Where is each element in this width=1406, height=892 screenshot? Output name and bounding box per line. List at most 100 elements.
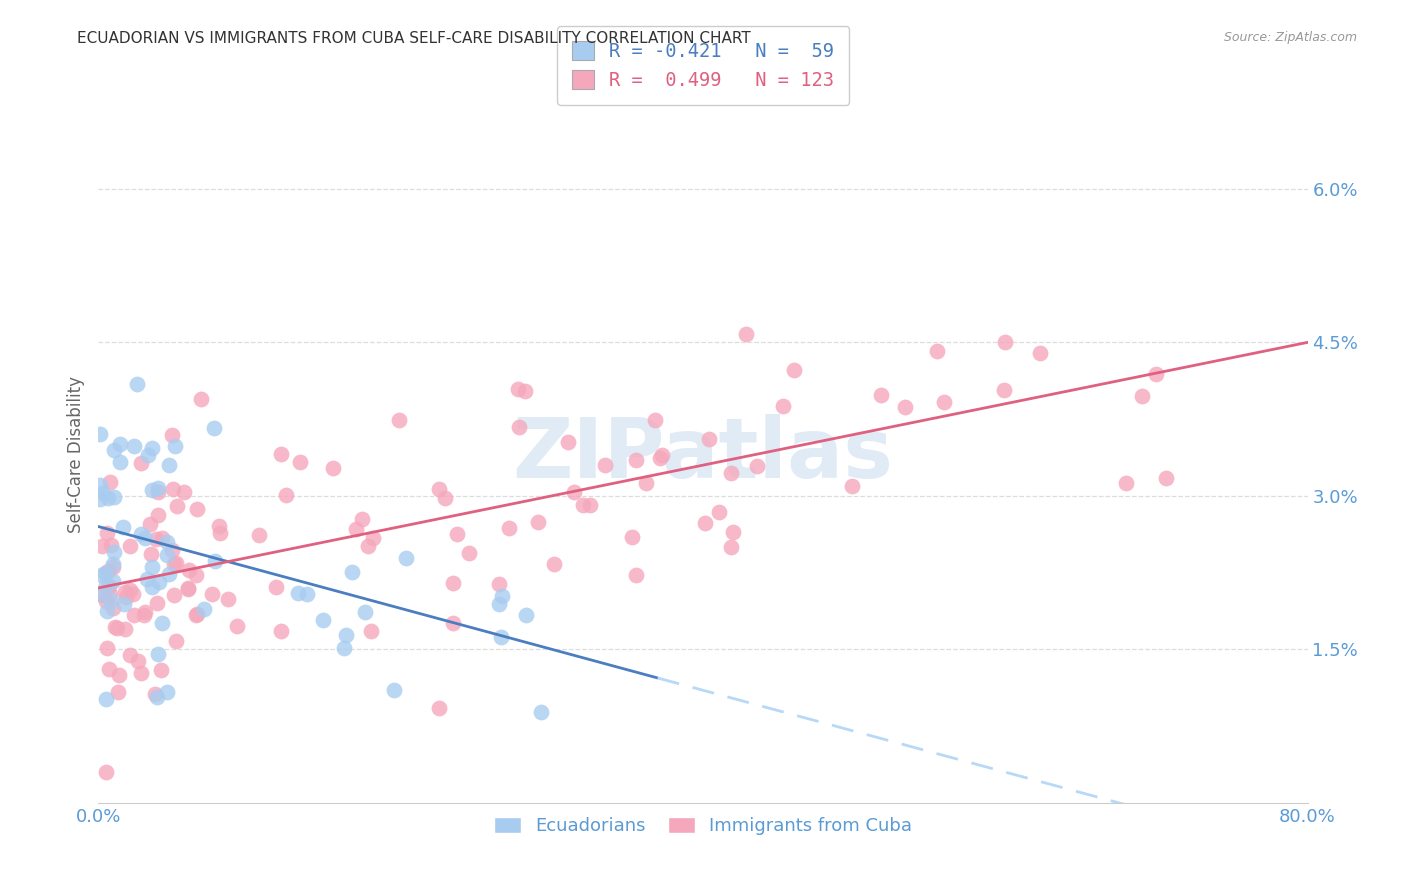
Point (145, 596, 167, 610)
Point (202, 421, 225, 435)
Point (176, 582, 198, 596)
Point (111, 520, 134, 534)
Point (134, 608, 156, 623)
Point (146, 508, 169, 522)
Point (335, 628, 357, 642)
Point (322, 460, 344, 475)
Text: Source: ZipAtlas.com: Source: ZipAtlas.com (1223, 31, 1357, 45)
Point (312, 613, 335, 627)
Point (498, 521, 520, 535)
Point (136, 572, 159, 586)
Point (870, 388, 893, 402)
Point (101, 559, 124, 574)
Point (165, 633, 187, 648)
Point (96, 525, 118, 540)
Point (98, 586, 121, 600)
Point (634, 476, 657, 491)
Point (441, 576, 464, 591)
Point (108, 668, 131, 682)
Point (841, 478, 863, 492)
Point (427, 700, 450, 714)
Point (103, 545, 125, 559)
Point (110, 437, 132, 451)
Text: ZIPatlas: ZIPatlas (513, 415, 893, 495)
Point (143, 687, 166, 701)
Point (564, 485, 586, 500)
Point (620, 530, 643, 544)
Point (508, 382, 530, 396)
Point (103, 620, 125, 634)
Point (543, 558, 565, 572)
Point (572, 498, 595, 512)
Point (488, 576, 510, 591)
Point (488, 597, 510, 611)
Point (247, 528, 270, 542)
Text: ECUADORIAN VS IMMIGRANTS FROM CUBA SELF-CARE DISABILITY CORRELATION CHART: ECUADORIAN VS IMMIGRANTS FROM CUBA SELF-… (77, 31, 751, 46)
Point (491, 589, 513, 603)
Point (122, 587, 145, 601)
Point (120, 648, 142, 663)
Point (994, 334, 1017, 349)
Point (120, 539, 142, 553)
Point (165, 556, 187, 570)
Point (166, 499, 188, 513)
Point (707, 505, 730, 519)
Point (127, 655, 149, 669)
Point (89, 427, 111, 442)
Point (276, 488, 298, 502)
Point (527, 516, 550, 530)
Point (148, 647, 170, 661)
Point (270, 624, 292, 639)
Point (184, 567, 207, 582)
Point (136, 448, 159, 462)
Point (441, 616, 464, 631)
Point (96, 640, 118, 655)
Point (446, 527, 468, 541)
Point (693, 516, 716, 530)
Point (578, 498, 600, 512)
Point (87, 587, 110, 601)
Point (91, 588, 114, 602)
Point (177, 582, 200, 596)
Point (107, 685, 129, 699)
Point (783, 363, 806, 377)
Point (723, 525, 745, 540)
Point (97, 564, 120, 578)
Point (156, 535, 179, 549)
Point (146, 485, 169, 500)
Point (150, 531, 173, 545)
Point (160, 428, 183, 442)
Point (217, 591, 239, 606)
Point (593, 458, 616, 473)
Point (94, 765, 117, 780)
Point (100, 593, 122, 607)
Point (131, 527, 153, 541)
Point (626, 452, 648, 467)
Point (173, 484, 195, 499)
Point (270, 447, 292, 461)
Point (1029, 345, 1052, 359)
Point (101, 574, 124, 588)
Point (201, 587, 224, 601)
Point (112, 597, 135, 611)
Point (434, 491, 457, 505)
Point (388, 413, 411, 427)
Point (157, 566, 180, 581)
Point (114, 584, 136, 599)
Point (651, 448, 673, 462)
Point (150, 615, 173, 630)
Point (160, 542, 183, 557)
Point (357, 539, 380, 553)
Point (361, 531, 384, 545)
Point (89, 477, 111, 491)
Point (108, 455, 131, 469)
Point (97, 579, 120, 593)
Point (148, 574, 170, 589)
Point (122, 439, 145, 453)
Point (134, 532, 156, 546)
Point (148, 481, 170, 495)
Point (697, 432, 720, 446)
Point (118, 583, 141, 598)
Point (927, 344, 949, 359)
Point (557, 435, 579, 450)
